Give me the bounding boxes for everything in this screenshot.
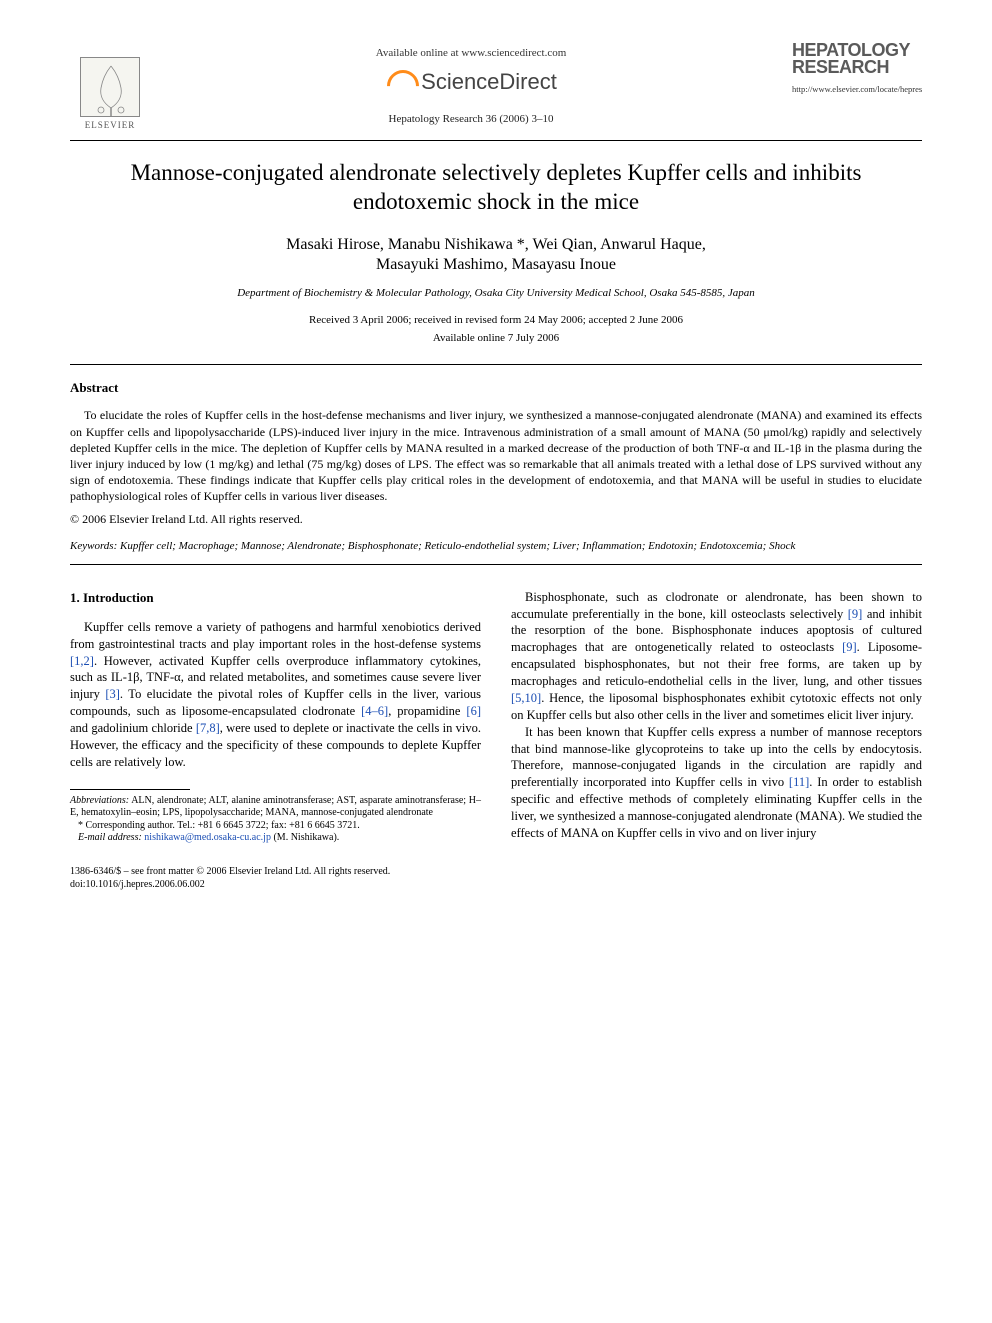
elsevier-tree-icon (80, 57, 140, 117)
sciencedirect-logo: ScienceDirect (150, 67, 792, 98)
sd-swoosh-icon (385, 68, 415, 98)
authors-line2: Masayuki Mashimo, Masayasu Inoue (376, 256, 616, 273)
ref-link[interactable]: [5,10] (511, 691, 541, 705)
journal-reference: Hepatology Research 36 (2006) 3–10 (150, 112, 792, 127)
ref-link[interactable]: [1,2] (70, 654, 94, 668)
corresponding-author-footnote: * Corresponding author. Tel.: +81 6 6645… (70, 820, 481, 833)
left-column: 1. Introduction Kupffer cells remove a v… (70, 589, 481, 845)
ref-link[interactable]: [9] (848, 607, 863, 621)
available-online-date: Available online 7 July 2006 (70, 331, 922, 346)
intro-heading: 1. Introduction (70, 589, 481, 607)
footer-copyright: 1386-6346/$ – see front matter © 2006 El… (70, 865, 922, 878)
footer-doi: doi:10.1016/j.hepres.2006.06.002 (70, 878, 922, 891)
ref-link[interactable]: [4–6] (361, 704, 388, 718)
abstract-copyright: © 2006 Elsevier Ireland Ltd. All rights … (70, 511, 922, 528)
journal-logo-line2: RESEARCH (792, 59, 922, 76)
journal-logo-box: HEPATOLOGY RESEARCH http://www.elsevier.… (792, 42, 922, 96)
right-column: Bisphosphonate, such as clodronate or al… (511, 589, 922, 845)
intro-para-2: Bisphosphonate, such as clodronate or al… (511, 589, 922, 724)
email-tail: (M. Nishikawa). (271, 832, 339, 843)
abstract-heading: Abstract (70, 379, 922, 397)
keywords-block: Keywords: Kupffer cell; Macrophage; Mann… (70, 539, 922, 553)
journal-header: ELSEVIER Available online at www.science… (70, 42, 922, 132)
article-title: Mannose-conjugated alendronate selective… (110, 159, 882, 217)
affiliation: Department of Biochemistry & Molecular P… (70, 286, 922, 301)
abstract-bottom-rule (70, 564, 922, 565)
email-footnote: E-mail address: nishikawa@med.osaka-cu.a… (70, 832, 481, 845)
ref-link[interactable]: [6] (466, 704, 481, 718)
keywords-label: Keywords: (70, 540, 117, 552)
abbreviations-footnote: Abbreviations: ALN, alendronate; ALT, al… (70, 795, 481, 820)
sd-brand-text: ScienceDirect (421, 67, 557, 98)
journal-title-logo: HEPATOLOGY RESEARCH (792, 42, 922, 76)
footer: 1386-6346/$ – see front matter © 2006 El… (70, 865, 922, 891)
abstract-top-rule (70, 364, 922, 365)
authors-line1: Masaki Hirose, Manabu Nishikawa *, Wei Q… (286, 236, 706, 253)
email-label: E-mail address: (78, 832, 142, 843)
ref-link[interactable]: [9] (842, 640, 857, 654)
header-rule (70, 140, 922, 141)
ref-link[interactable]: [3] (105, 687, 120, 701)
corr-label: * Corresponding author. (78, 820, 175, 831)
elsevier-label: ELSEVIER (85, 119, 136, 132)
footnote-rule (70, 789, 190, 790)
keywords-list: Kupffer cell; Macrophage; Mannose; Alend… (117, 540, 795, 552)
body-columns: 1. Introduction Kupffer cells remove a v… (70, 589, 922, 845)
intro-para-1: Kupffer cells remove a variety of pathog… (70, 619, 481, 771)
authors: Masaki Hirose, Manabu Nishikawa *, Wei Q… (70, 235, 922, 277)
corr-text: Tel.: +81 6 6645 3722; fax: +81 6 6645 3… (175, 820, 360, 831)
abbrev-label: Abbreviations: (70, 795, 129, 806)
ref-link[interactable]: [7,8] (196, 721, 220, 735)
journal-url: http://www.elsevier.com/locate/hepres (792, 84, 922, 96)
ref-link[interactable]: [11] (789, 775, 809, 789)
abstract-body: To elucidate the roles of Kupffer cells … (70, 407, 922, 504)
intro-para-3: It has been known that Kupffer cells exp… (511, 724, 922, 842)
email-link[interactable]: nishikawa@med.osaka-cu.ac.jp (142, 832, 271, 843)
elsevier-logo: ELSEVIER (70, 42, 150, 132)
abbrev-text: ALN, alendronate; ALT, alanine aminotran… (70, 795, 481, 819)
received-dates: Received 3 April 2006; received in revis… (70, 313, 922, 328)
center-header: Available online at www.sciencedirect.co… (150, 42, 792, 128)
available-online-text: Available online at www.sciencedirect.co… (150, 46, 792, 61)
